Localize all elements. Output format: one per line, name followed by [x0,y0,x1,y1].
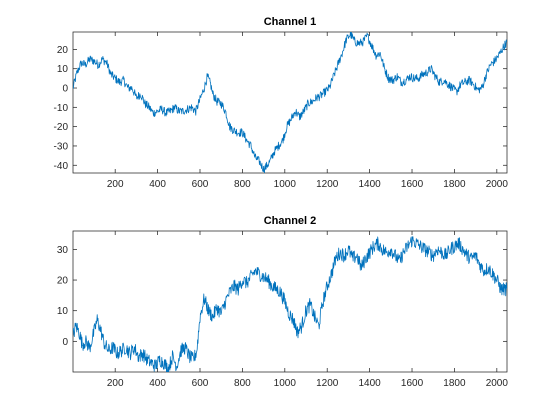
subplot-channel-1: Channel 1200 400 600 800 1000 1200 1400 1600 180… [54,16,509,190]
x-tick-label: 1000 [274,378,297,389]
y-tick-label: 10 [57,306,69,317]
x-tick-label: 600 [192,179,209,190]
x-tick-label: 200 [107,378,124,389]
x-tick-label: 1600 [401,378,424,389]
x-tick-label: 1000 [274,179,297,190]
x-tick-label: 800 [234,179,251,190]
x-tick-label: 400 [149,378,166,389]
x-tick-label: 1800 [443,378,466,389]
x-tick-label: 1600 [401,179,424,190]
x-tick-label: 2000 [486,378,509,389]
axes-box [72,31,508,174]
y-tick-label: -40 [54,161,69,172]
x-tick-label: 400 [149,179,166,190]
y-tick-label: 30 [57,245,69,256]
chart-title: Channel 2 [264,215,317,227]
y-tick-label: 0 [62,337,68,348]
y-tick-label: 0 [62,84,68,95]
x-tick-label: 1200 [316,179,339,190]
x-tick-label: 600 [192,378,209,389]
y-tick-label: -20 [54,122,69,133]
series-line [73,32,507,173]
x-tick-label: 1800 [443,179,466,190]
x-tick-label: 1400 [358,179,381,190]
y-tick-label: 20 [57,276,69,287]
y-tick-label: -30 [54,141,69,152]
y-tick-label: -10 [54,103,69,114]
x-tick-label: 800 [234,378,251,389]
x-tick-label: 200 [107,179,124,190]
x-tick-label: 2000 [486,179,509,190]
series-line [73,236,507,372]
y-tick-label: 10 [57,64,69,75]
y-tick-label: 20 [57,45,69,56]
chart-title: Channel 1 [264,16,317,28]
x-tick-label: 1200 [316,378,339,389]
x-tick-label: 1400 [358,378,381,389]
